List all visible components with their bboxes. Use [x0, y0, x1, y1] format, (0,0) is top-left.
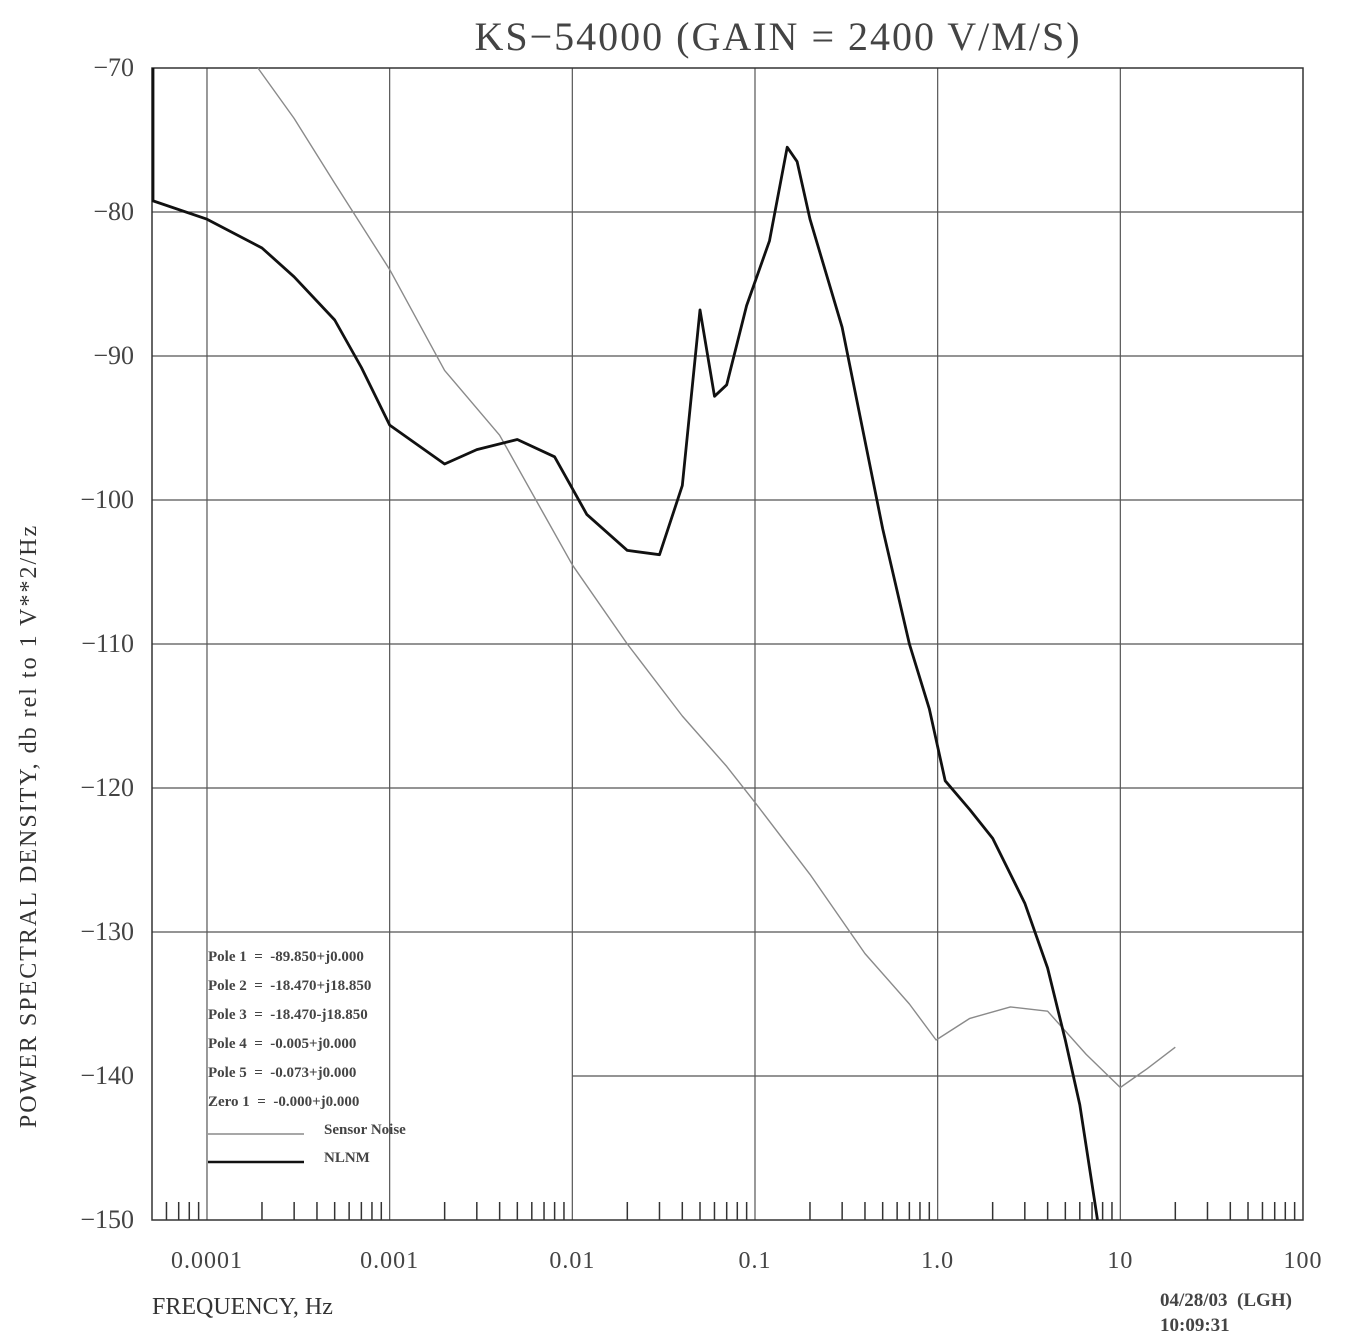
chart-title: KS−54000 (GAIN = 2400 V/M/S) [474, 14, 1081, 59]
legend-zero-1: Zero 1 = -0.000+j0.000 [208, 1094, 359, 1110]
x-tick-label-2: 0.01 [549, 1248, 595, 1274]
y-tick-label-5: −120 [80, 773, 134, 802]
y-tick-labels: −70 −80 −90 −100 −110 −120 −130 −140 −150 [80, 53, 134, 1234]
legend-pole-2: Pole 2 = -18.470+j18.850 [208, 978, 371, 994]
x-tick-label-5: 10 [1107, 1248, 1133, 1274]
x-tick-label-6: 100 [1284, 1248, 1323, 1274]
y-tick-label-3: −100 [80, 485, 134, 514]
series-line-sensor-noise [257, 67, 1176, 1089]
y-tick-label-1: −80 [93, 197, 134, 226]
legend-label-sensor-noise: Sensor Noise [324, 1122, 406, 1138]
y-tick-label-6: −130 [80, 917, 134, 946]
y-tick-label-0: −70 [93, 53, 134, 82]
y-tick-label-2: −90 [93, 341, 134, 370]
legend-pole-4: Pole 4 = -0.005+j0.000 [208, 1036, 356, 1052]
date-stamp: 04/28/03 (LGH) [1160, 1290, 1292, 1311]
minor-ticks [165, 1202, 1296, 1220]
legend-label-nlnm: NLNM [324, 1150, 370, 1166]
x-tick-label-3: 0.1 [738, 1248, 771, 1274]
x-tick-labels: 0.0001 0.001 0.01 0.1 1.0 10 100 [171, 1248, 1323, 1274]
grid-lines [152, 68, 1303, 1220]
x-axis-label: FREQUENCY, Hz [152, 1294, 333, 1320]
legend-pole-5: Pole 5 = -0.073+j0.000 [208, 1065, 356, 1081]
legend-pole-1: Pole 1 = -89.850+j0.000 [208, 949, 364, 965]
legend-box: Pole 1 = -89.850+j0.000 Pole 2 = -18.470… [208, 949, 406, 1166]
plot-frame [151, 67, 1304, 1221]
x-tick-label-0: 0.0001 [171, 1248, 243, 1274]
time-stamp: 10:09:31 [1160, 1315, 1230, 1336]
series-layer [151, 67, 1176, 1221]
y-tick-label-7: −140 [80, 1061, 134, 1090]
x-tick-label-1: 0.001 [360, 1248, 419, 1274]
series-line-nlnm [151, 145, 1099, 1221]
legend-pole-3: Pole 3 = -18.470-j18.850 [208, 1007, 368, 1023]
y-tick-label-8: −150 [80, 1205, 134, 1234]
y-tick-label-4: −110 [81, 629, 134, 658]
y-axis-label: POWER SPECTRAL DENSITY, db rel to 1 V**2… [16, 524, 42, 1128]
x-tick-label-4: 1.0 [921, 1248, 954, 1274]
